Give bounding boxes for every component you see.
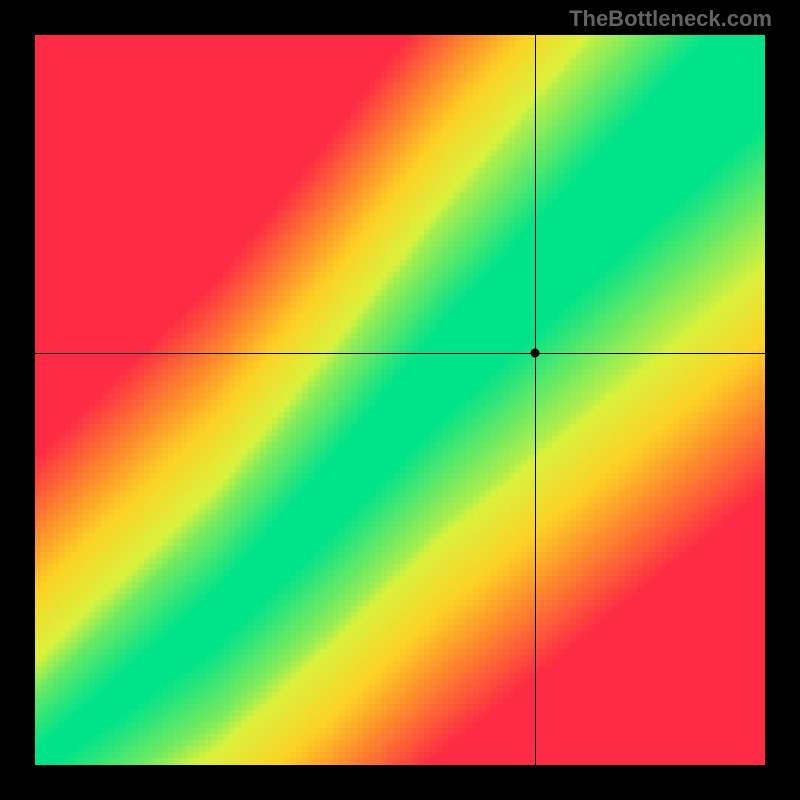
crosshair-marker (531, 348, 540, 357)
heatmap-canvas (35, 35, 765, 765)
watermark-text: TheBottleneck.com (569, 6, 772, 32)
crosshair-vertical (535, 35, 536, 765)
crosshair-horizontal (35, 353, 765, 354)
heatmap-plot (35, 35, 765, 765)
chart-container: TheBottleneck.com (0, 0, 800, 800)
